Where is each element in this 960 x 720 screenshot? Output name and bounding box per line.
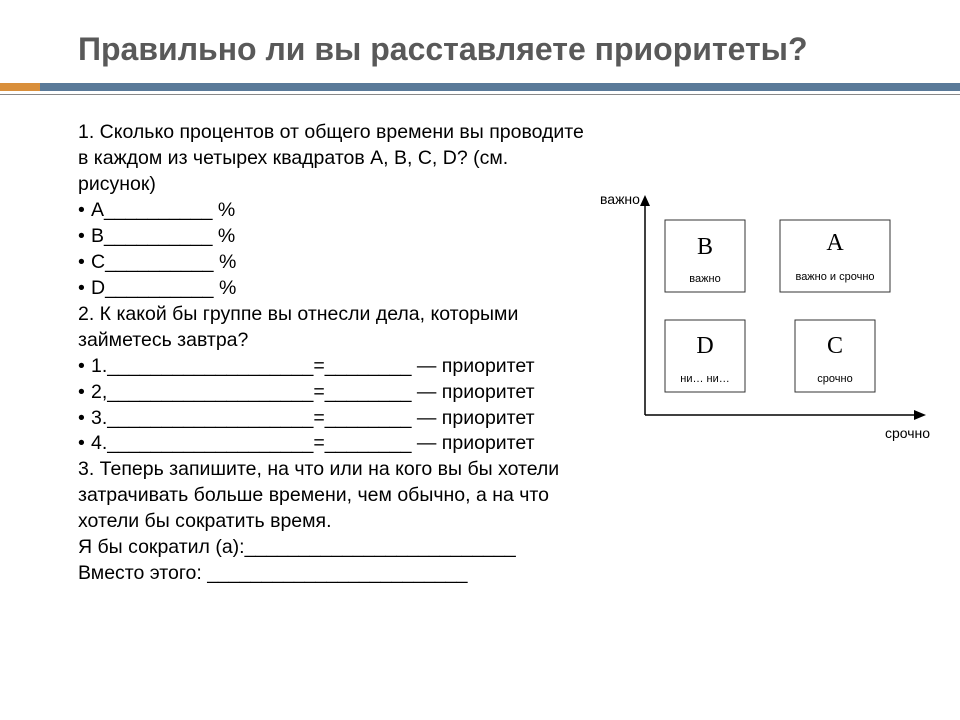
- slide-title: Правильно ли вы расставляете приоритеты?: [0, 30, 960, 83]
- question-3: 3. Теперь запишите, на что или на кого в…: [78, 457, 588, 535]
- y-axis-label: важно: [600, 191, 640, 207]
- priority-matrix-diagram: важно срочно B важно A важно и срочно D …: [590, 190, 940, 450]
- box-c-letter: C: [827, 333, 843, 359]
- reduce-line: Я бы сократил (а):______________________…: [78, 535, 588, 561]
- question-1: 1. Сколько процентов от общего времени в…: [78, 120, 588, 198]
- instead-line: Вместо этого: ________________________: [78, 561, 588, 587]
- box-d-letter: D: [696, 333, 713, 359]
- priority-line-4: 4.___________________=________ — приорит…: [78, 431, 588, 457]
- box-a-letter: A: [826, 230, 844, 256]
- slide: Правильно ли вы расставляете приоритеты?…: [0, 0, 960, 720]
- box-a-sub: важно и срочно: [795, 271, 874, 283]
- accent-blue: [40, 83, 960, 91]
- box-b-letter: B: [697, 234, 713, 260]
- title-underline: [0, 94, 960, 95]
- percent-line-d: D__________ %: [78, 276, 588, 302]
- x-axis-label: срочно: [885, 425, 930, 441]
- box-d-sub: ни… ни…: [680, 373, 730, 385]
- priority-line-2: 2,___________________=________ — приорит…: [78, 380, 588, 406]
- box-c-sub: срочно: [817, 373, 852, 385]
- accent-orange: [0, 83, 40, 91]
- text-block: 1. Сколько процентов от общего времени в…: [78, 120, 588, 587]
- content-area: 1. Сколько процентов от общего времени в…: [0, 110, 960, 587]
- accent-bar: [0, 83, 960, 91]
- percent-line-b: B__________ %: [78, 224, 588, 250]
- percent-line-a: A__________ %: [78, 198, 588, 224]
- priority-line-1: 1.___________________=________ — приорит…: [78, 354, 588, 380]
- percent-line-c: C__________ %: [78, 250, 588, 276]
- priority-line-3: 3.___________________=________ — приорит…: [78, 406, 588, 432]
- y-axis-arrow-icon: [640, 195, 650, 206]
- question-2: 2. К какой бы группе вы отнесли дела, ко…: [78, 302, 588, 354]
- box-b-sub: важно: [689, 273, 720, 285]
- x-axis-arrow-icon: [914, 410, 926, 420]
